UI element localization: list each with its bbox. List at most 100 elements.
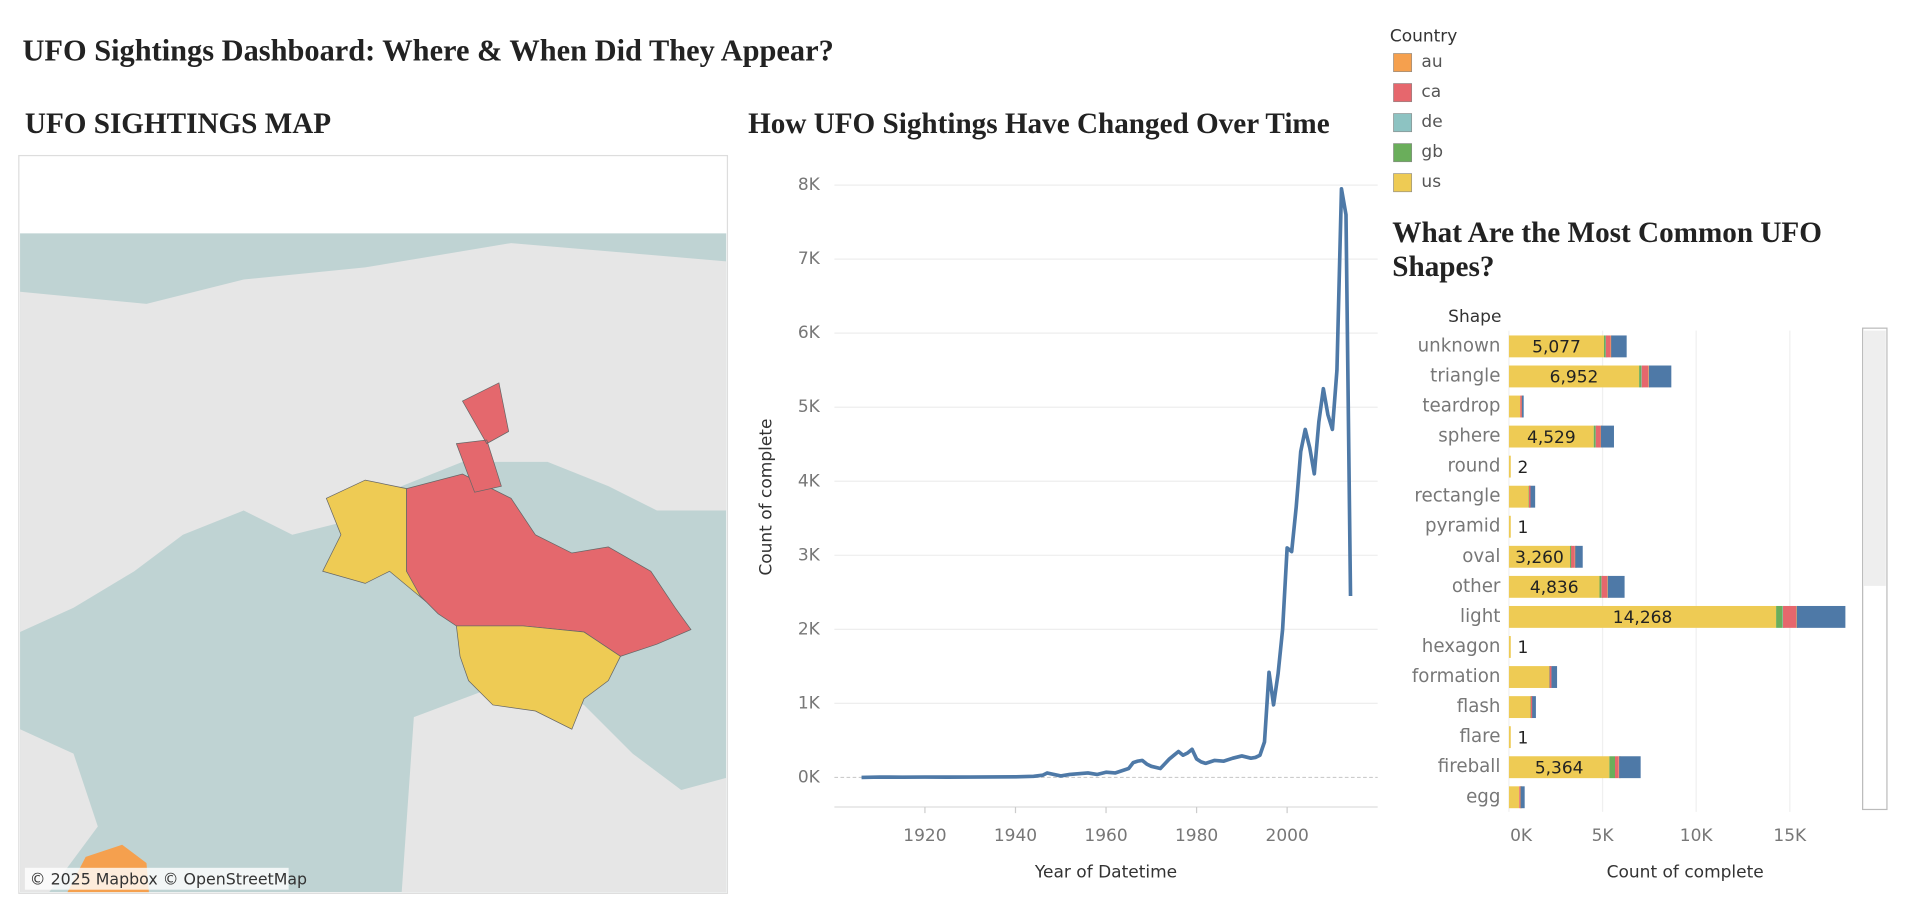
bar-segment	[1508, 575, 1600, 598]
legend-swatch	[1393, 83, 1413, 103]
bar-segment	[1519, 786, 1522, 809]
bar-segment	[1508, 696, 1531, 719]
value-label: 6,952	[1550, 368, 1599, 388]
bar-segment	[1508, 365, 1640, 388]
bar-segment	[1521, 395, 1524, 418]
bar-segment	[1609, 756, 1616, 779]
x-tick-label: 2000	[1266, 826, 1309, 846]
bar-segment	[1508, 545, 1570, 568]
y-axis-title: Count of complete	[756, 419, 776, 576]
bar-segment	[1508, 485, 1529, 508]
y-tick-label: light	[1460, 606, 1500, 627]
y-tick-label: unknown	[1418, 335, 1501, 356]
bar-segment	[1595, 425, 1601, 448]
bar-segment	[1607, 575, 1625, 598]
y-tick-label: egg	[1466, 786, 1500, 807]
y-tick-label: triangle	[1430, 365, 1500, 386]
bar-segment	[1575, 545, 1583, 568]
value-label: 5,364	[1535, 758, 1584, 778]
legend-title: Country	[1390, 26, 1458, 46]
map-title: UFO SIGHTINGS MAP	[25, 108, 331, 140]
map-land	[401, 680, 727, 893]
bar-segment	[1648, 365, 1672, 388]
bar-segment	[1508, 395, 1521, 418]
y-tick-label: flash	[1457, 696, 1501, 717]
bar-segment	[1615, 756, 1619, 779]
value-label: 4,836	[1530, 578, 1579, 598]
legend-swatch	[1393, 53, 1413, 73]
line-title: How UFO Sightings Have Changed Over Time	[748, 108, 1330, 140]
bar-segment	[1619, 756, 1641, 779]
map-land	[20, 729, 98, 893]
bar-segment	[1508, 756, 1610, 779]
attribution-bg	[24, 867, 289, 890]
legend-swatch	[1393, 143, 1413, 163]
bar-segment	[1508, 636, 1511, 658]
y-tick-label: round	[1448, 456, 1501, 477]
y-tick-label: 7K	[798, 249, 821, 269]
bar-segment	[1508, 515, 1511, 538]
scrollbar-thumb[interactable]	[1863, 330, 1886, 586]
bar-segment	[1593, 425, 1596, 448]
x-tick-label: 5K	[1592, 826, 1615, 846]
y-tick-label: 6K	[798, 323, 821, 343]
bar-segment	[1600, 425, 1614, 448]
value-label: 14,268	[1613, 608, 1672, 628]
bar-segment	[1604, 335, 1606, 358]
bar-segment	[1532, 696, 1536, 719]
y-tick-label: hexagon	[1422, 636, 1501, 657]
x-tick-label: 10K	[1680, 826, 1714, 846]
legend-label: de	[1421, 112, 1442, 132]
line-series	[861, 186, 1353, 780]
bar-segment	[1599, 575, 1602, 598]
legend-swatch	[1393, 113, 1413, 133]
y-tick-label: fireball	[1438, 756, 1501, 777]
y-tick-label: other	[1452, 576, 1501, 597]
value-label: 2	[1517, 458, 1528, 478]
x-tick-label: 1940	[994, 826, 1037, 846]
bar-segment	[1611, 335, 1627, 358]
bar-segment	[1508, 786, 1520, 809]
x-axis-title: Count of complete	[1607, 863, 1764, 883]
y-tick-label: sphere	[1438, 426, 1500, 447]
y-tick-label: oval	[1462, 546, 1500, 567]
legend-label: gb	[1421, 142, 1443, 162]
bar-segment	[1508, 726, 1511, 749]
map: © 2025 Mapbox © OpenStreetMap	[18, 154, 729, 894]
legend-label: ca	[1421, 82, 1441, 102]
bar-segment	[1776, 605, 1783, 628]
bar-segment	[1601, 575, 1608, 598]
bar-segment	[1508, 666, 1550, 688]
bar-segment	[1508, 455, 1511, 478]
legend-swatch	[1393, 173, 1413, 193]
bar-segment	[1551, 666, 1558, 688]
x-tick-label: 1980	[1175, 826, 1218, 846]
y-tick-label: 8K	[798, 175, 821, 195]
bar-segment	[1530, 485, 1536, 508]
category-header: Shape	[1448, 307, 1501, 327]
bar-segment	[1508, 605, 1777, 628]
map-alaska	[322, 479, 427, 602]
bar-segment	[1796, 605, 1846, 628]
bar-segment	[1520, 395, 1523, 418]
value-label: 1	[1517, 518, 1528, 538]
x-tick-label: 0K	[1510, 826, 1533, 846]
bar-segment	[1639, 365, 1642, 388]
bar-segment	[1571, 545, 1575, 568]
bar-segment	[1605, 335, 1611, 358]
value-label: 1	[1517, 638, 1528, 658]
x-tick-label: 1920	[903, 826, 946, 846]
map-usa	[455, 625, 621, 730]
bar-title: What Are the Most Common UFO Shapes?	[1392, 217, 1822, 284]
value-label: 4,529	[1527, 428, 1576, 448]
legend-label: au	[1421, 52, 1442, 72]
y-tick-label: rectangle	[1414, 486, 1500, 507]
bar-segment	[1528, 485, 1531, 508]
map-land	[20, 243, 727, 633]
bar-segment	[1783, 605, 1797, 628]
y-tick-label: 1K	[798, 693, 821, 713]
value-label: 1	[1517, 728, 1528, 748]
y-tick-label: teardrop	[1422, 396, 1500, 417]
map-canada-islands	[455, 382, 510, 493]
